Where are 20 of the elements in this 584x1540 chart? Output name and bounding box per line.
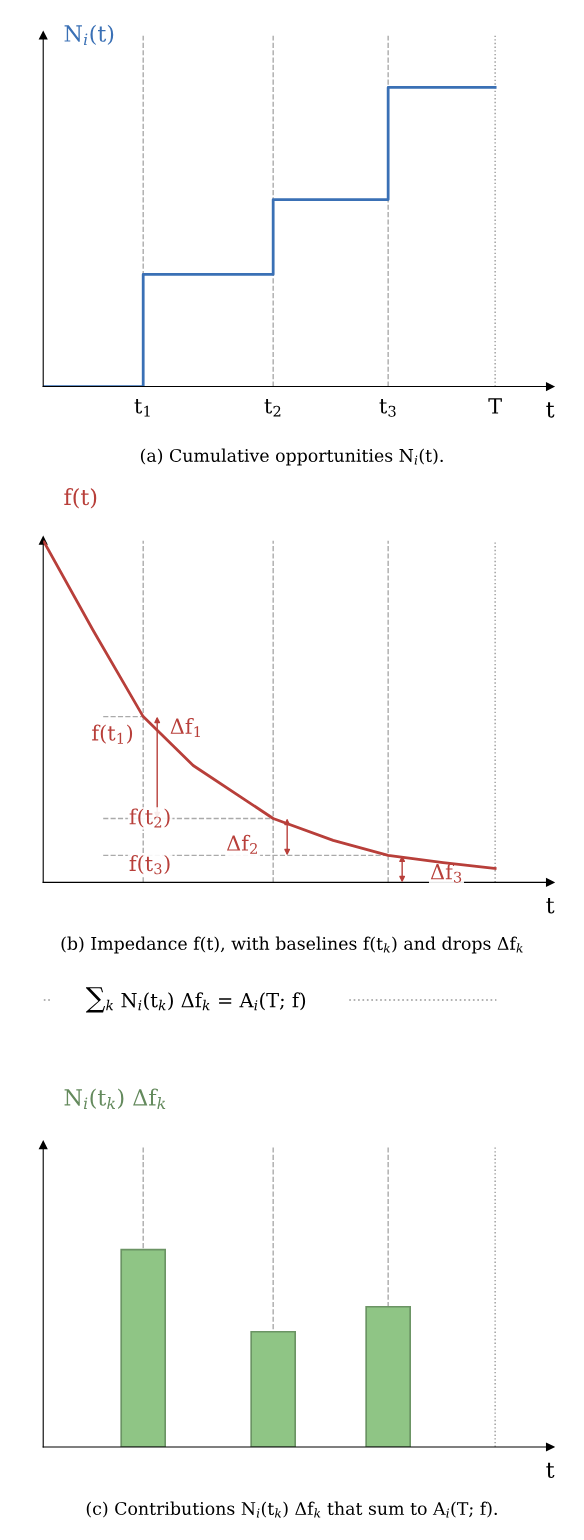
y-axis-title: N$_{i}$(t$_{k}$) Δf$_{k}$ bbox=[64, 1088, 166, 1109]
y-axis-title: f(t) bbox=[64, 488, 97, 509]
annotation: f(t$_{3}$) bbox=[129, 855, 170, 875]
text: (b) Impedance f(t), with baselines f(t$_{k}$) and drops Δf$_{k}$ bbox=[61, 936, 523, 954]
annotation: f(t$_{1}$) bbox=[92, 724, 133, 744]
annotation: f(t$_{2}$) bbox=[129, 808, 170, 828]
annotation: Δf$_{3}$ bbox=[430, 863, 462, 883]
x-tick-label: t$_{3}$ bbox=[379, 399, 396, 417]
text: ∑$_{k}$ N$_{i}$(t$_{k}$) Δf$_{k}$ = A$_{i}$(T; f) bbox=[86, 987, 306, 1013]
annotation: Δf$_{1}$ bbox=[170, 717, 200, 737]
x-tick-label: T bbox=[488, 398, 502, 414]
text: (a) Cumulative opportunities N$_{i}$(t). bbox=[140, 448, 443, 466]
chart-title: (c) Contributions N$_{i}$(t$_{k}$) Δf$_{k}$ that sum to A$_{i}$(T; f). bbox=[86, 1501, 497, 1518]
x-tick-label: t$_{2}$ bbox=[264, 399, 281, 417]
annotation: Δf$_{2}$ bbox=[226, 834, 257, 854]
y-axis-title: N$_{i}$(t) bbox=[64, 24, 114, 46]
x-axis-title: t bbox=[546, 1462, 555, 1479]
x-tick-label: t$_{1}$ bbox=[134, 399, 150, 417]
x-axis-title: t bbox=[546, 898, 555, 914]
x-axis-title: t bbox=[546, 402, 555, 418]
